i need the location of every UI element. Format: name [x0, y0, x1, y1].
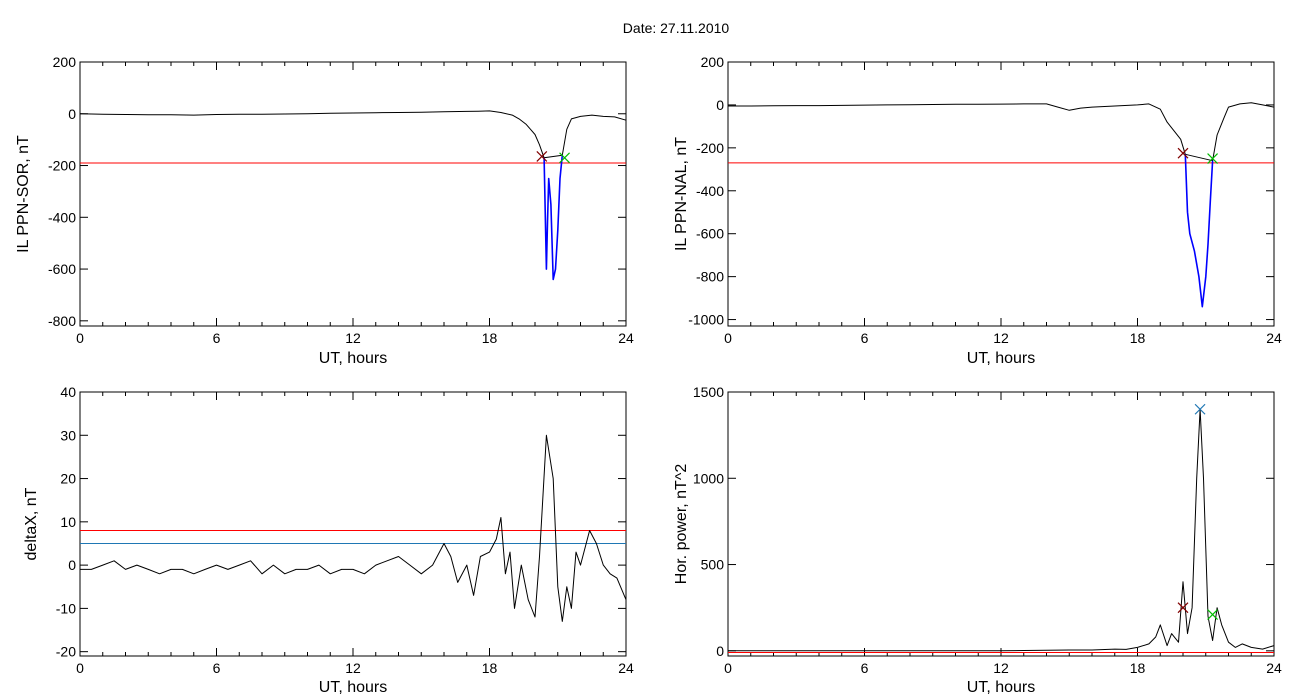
- y-tick-label: 1000: [693, 470, 724, 486]
- y-tick-label: 0: [716, 643, 724, 659]
- x-tick-label: 24: [1266, 330, 1282, 346]
- series-line: [1184, 154, 1214, 308]
- x-tick-label: 6: [213, 330, 221, 346]
- y-tick-label: -800: [48, 313, 76, 329]
- marker-x: [559, 152, 570, 164]
- series-line: [79, 110, 627, 159]
- y-tick-label: -200: [48, 158, 76, 174]
- y-tick-label: 0: [68, 557, 76, 573]
- figure-title: Date: 27.11.2010: [623, 20, 730, 36]
- plot-frame: [79, 391, 627, 657]
- y-tick-label: 20: [60, 471, 76, 487]
- x-tick-label: 6: [861, 660, 869, 676]
- marker-stroke: [1177, 602, 1189, 614]
- x-tick-label: 12: [993, 660, 1009, 676]
- x-axis-label: UT, hours: [967, 350, 1035, 367]
- x-tick-label: 18: [482, 660, 498, 676]
- marker-stroke: [559, 152, 570, 164]
- x-tick-label: 24: [618, 330, 634, 346]
- x-tick-label: 0: [724, 330, 732, 346]
- x-tick-label: 0: [724, 660, 732, 676]
- y-axis-label: deltaX, nT: [23, 487, 40, 560]
- y-tick-label: 10: [60, 514, 76, 530]
- y-tick-label: -600: [48, 261, 76, 277]
- y-tick-label: 500: [701, 557, 725, 573]
- y-tick-label: 30: [60, 427, 76, 443]
- y-tick-label: -400: [696, 183, 724, 199]
- marker-x: [1207, 153, 1218, 165]
- x-tick-label: 0: [76, 660, 84, 676]
- x-tick-label: 24: [1266, 660, 1282, 676]
- marker-x: [1194, 403, 1206, 415]
- x-axis-label: UT, hours: [319, 679, 387, 696]
- series-line: [728, 408, 1275, 652]
- marker-stroke: [1207, 609, 1218, 621]
- y-tick-label: 1500: [693, 384, 724, 400]
- y-tick-label: 200: [53, 54, 77, 70]
- x-tick-label: 12: [345, 330, 361, 346]
- y-tick-label: 200: [701, 54, 725, 70]
- y-tick-label: -800: [696, 269, 724, 285]
- x-tick-label: 18: [1130, 660, 1146, 676]
- marker-x: [1177, 602, 1189, 614]
- x-axis-label: UT, hours: [319, 350, 387, 367]
- x-tick-label: 6: [861, 330, 869, 346]
- y-tick-label: -200: [696, 140, 724, 156]
- plot-frame: [727, 61, 1275, 327]
- x-axis-label: UT, hours: [967, 679, 1035, 696]
- plot-il-ppn-nal: IL PPN-NAL, nT UT, hours 0 6 12 18 24 -1000 -8…: [673, 54, 1282, 367]
- plot-frame: [727, 391, 1275, 657]
- series-line: [728, 102, 1275, 162]
- x-tick-label: 18: [1130, 330, 1146, 346]
- series-line: [80, 434, 627, 622]
- y-axis-label: IL PPN-NAL, nT: [673, 137, 690, 251]
- marker-stroke: [1194, 403, 1206, 415]
- y-tick-label: 0: [68, 106, 76, 122]
- y-tick-label: -20: [56, 644, 76, 660]
- y-tick-label: 0: [716, 97, 724, 113]
- x-tick-label: 12: [993, 330, 1009, 346]
- y-tick-label: 40: [60, 384, 76, 400]
- marker-stroke: [1177, 147, 1189, 159]
- y-tick-label: -400: [48, 209, 76, 225]
- y-axis-label: IL PPN-SOR, nT: [15, 135, 32, 253]
- marker-x: [536, 151, 548, 162]
- y-axis-label: Hor. power, nT^2: [673, 464, 690, 585]
- y-tick-label: -10: [56, 600, 76, 616]
- marker-stroke: [536, 151, 548, 162]
- x-tick-label: 12: [345, 660, 361, 676]
- marker-x: [1207, 609, 1218, 621]
- plot-il-ppn-sor: IL PPN-SOR, nT UT, hours 0 6 12 18 24 -800 -60…: [15, 54, 634, 367]
- marker-x: [1177, 147, 1189, 159]
- x-tick-label: 24: [618, 660, 634, 676]
- y-tick-label: -600: [696, 226, 724, 242]
- series-line: [543, 155, 564, 281]
- y-tick-label: -1000: [688, 312, 724, 328]
- plot-hor-power: Hor. power, nT^2 UT, hours 0 6 12 18 24 0 500 1…: [673, 384, 1282, 696]
- x-tick-label: 0: [76, 330, 84, 346]
- marker-stroke: [1207, 153, 1218, 165]
- plot-deltax: deltaX, nT UT, hours 0 6 12 18 24 -20 -10 0 10 20…: [23, 384, 634, 696]
- x-tick-label: 6: [213, 660, 221, 676]
- x-tick-label: 18: [482, 330, 498, 346]
